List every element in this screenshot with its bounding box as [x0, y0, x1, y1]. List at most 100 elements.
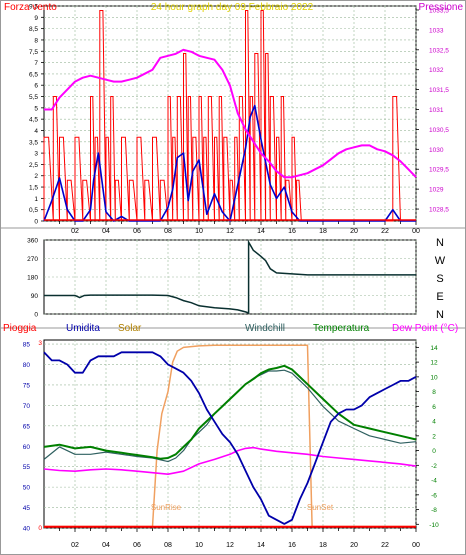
temp-right-tick-label: 2 — [432, 433, 436, 440]
wind-left-tick-label: 5 — [34, 105, 38, 112]
temp-right-tick-label: -10 — [429, 522, 439, 529]
temp-x-tick-label: 14 — [257, 542, 265, 549]
wind-x-tick-label: 20 — [350, 228, 358, 235]
temp-right-tick-label: 10 — [430, 374, 438, 381]
wind-x-tick-label: 06 — [133, 228, 141, 235]
wind-dir-tick-label: 180 — [27, 275, 38, 282]
temp-right-tick-label: 14 — [430, 345, 438, 352]
wind-axis-title: Forza vento — [4, 2, 57, 13]
temp-right-tick-label: -2 — [431, 463, 437, 470]
temp-right-tick-label: 4 — [432, 419, 436, 426]
wind-left-tick-label: 7 — [34, 60, 38, 67]
wind-dir-tick-label: 270 — [27, 256, 38, 263]
temp-x-tick-label: 12 — [226, 542, 234, 549]
sunset-label: SunSet — [307, 503, 334, 512]
compass-label: N — [436, 309, 444, 321]
wind-dir-tick-label: 360 — [27, 238, 38, 245]
compass-label: S — [436, 273, 443, 285]
wind-left-tick-label: 4,5 — [29, 117, 38, 124]
wind-x-tick-label: 12 — [226, 228, 234, 235]
wind-left-tick-label: 7,5 — [29, 49, 38, 56]
wind-left-tick-label: 2 — [34, 173, 38, 180]
wind-left-tick-label: 5,5 — [29, 94, 38, 101]
wind-x-tick-label: 18 — [319, 228, 327, 235]
legend-pioggia: Pioggia — [3, 323, 37, 334]
compass-label: N — [436, 237, 444, 249]
wind-x-tick-label: 04 — [102, 228, 110, 235]
wind-left-tick-label: 3,5 — [29, 139, 38, 146]
temp-right-tick-label: -4 — [431, 478, 437, 485]
humidity-tick-label: 85 — [23, 342, 31, 349]
pressure-right-tick-label: 1033,5 — [429, 7, 449, 14]
temp-x-tick-label: 08 — [164, 542, 172, 549]
humidity-tick-label: 60 — [23, 444, 31, 451]
wind-dir-tick-label: 0 — [34, 312, 38, 319]
temp-x-tick-label: 00 — [412, 542, 420, 549]
rain-tick-label: 0 — [38, 525, 42, 532]
temp-x-tick-label: 10 — [195, 542, 203, 549]
wind-speed-line — [43, 10, 416, 222]
temp-x-tick-label: 06 — [133, 542, 141, 549]
wind-x-tick-label: 00 — [412, 228, 420, 235]
wind-x-tick-label: 10 — [195, 228, 203, 235]
pressure-right-tick-label: 1029 — [429, 187, 444, 194]
legend-windchill: Windchill — [245, 323, 285, 334]
pressure-right-tick-label: 1029,5 — [429, 167, 449, 174]
pressure-right-tick-label: 1033 — [429, 27, 444, 34]
wind-left-tick-label: 8 — [34, 37, 38, 44]
humidity-tick-label: 50 — [23, 485, 31, 492]
wind-left-tick-label: 4 — [34, 128, 38, 135]
legend-solar: Solar — [118, 323, 142, 334]
pressure-right-tick-label: 1031 — [429, 107, 444, 114]
temp-x-tick-label: 02 — [71, 542, 79, 549]
wind-left-tick-label: 6 — [34, 83, 38, 90]
wind-x-tick-label: 02 — [71, 228, 79, 235]
temp-right-tick-label: 0 — [432, 448, 436, 455]
wind-gust-line — [43, 104, 416, 222]
wind-left-tick-label: 6,5 — [29, 71, 38, 78]
dew-point-line — [43, 446, 417, 476]
wind-left-tick-label: 9,5 — [29, 4, 38, 11]
temp-right-tick-label: -6 — [431, 492, 437, 499]
wind-left-tick-label: 1 — [34, 196, 38, 203]
pressure-axis-title: Pressione — [419, 2, 464, 13]
rain-tick-label: 3 — [38, 340, 42, 347]
humidity-tick-label: 75 — [23, 382, 31, 389]
sunrise-label: SunRise — [151, 503, 182, 512]
pressure-right-tick-label: 1032 — [429, 67, 444, 74]
temperature-line — [43, 364, 417, 460]
humidity-line — [43, 351, 417, 525]
wind-left-tick-label: 0,5 — [29, 207, 38, 214]
temp-x-tick-label: 16 — [288, 542, 296, 549]
wind-direction-line — [44, 239, 416, 315]
solar-line — [44, 344, 416, 528]
wind-dir-tick-label: 90 — [31, 293, 39, 300]
wind-x-tick-label: 22 — [381, 228, 389, 235]
temp-x-tick-label: 20 — [350, 542, 358, 549]
wind-left-tick-label: 0 — [34, 219, 38, 226]
wind-left-tick-label: 8,5 — [29, 26, 38, 33]
pressure-line — [44, 48, 417, 179]
temp-x-tick-label: 04 — [102, 542, 110, 549]
temp-right-tick-label: -8 — [431, 507, 437, 514]
wind-x-tick-label: 16 — [288, 228, 296, 235]
pressure-right-tick-label: 1030,5 — [429, 127, 449, 134]
wind-left-tick-label: 1,5 — [29, 185, 38, 192]
pressure-right-tick-label: 1032,5 — [429, 47, 449, 54]
humidity-tick-label: 65 — [23, 423, 31, 430]
wind-left-tick-label: 9 — [34, 15, 38, 22]
temp-right-tick-label: 8 — [432, 389, 436, 396]
wind-x-tick-label: 14 — [257, 228, 265, 235]
humidity-tick-label: 40 — [23, 526, 31, 533]
humidity-tick-label: 80 — [23, 362, 31, 369]
chart-title: 24 hour graph day 09 Febbraio 2022 — [151, 2, 314, 13]
pressure-right-tick-label: 1028,5 — [429, 207, 449, 214]
wind-left-tick-label: 2,5 — [29, 162, 38, 169]
legend-umidita: Umidita — [66, 323, 100, 334]
temp-x-tick-label: 22 — [381, 542, 389, 549]
humidity-tick-label: 55 — [23, 464, 31, 471]
legend-dew-point-c: Dew Point (°C) — [392, 323, 458, 334]
temp-right-tick-label: 12 — [430, 360, 438, 367]
